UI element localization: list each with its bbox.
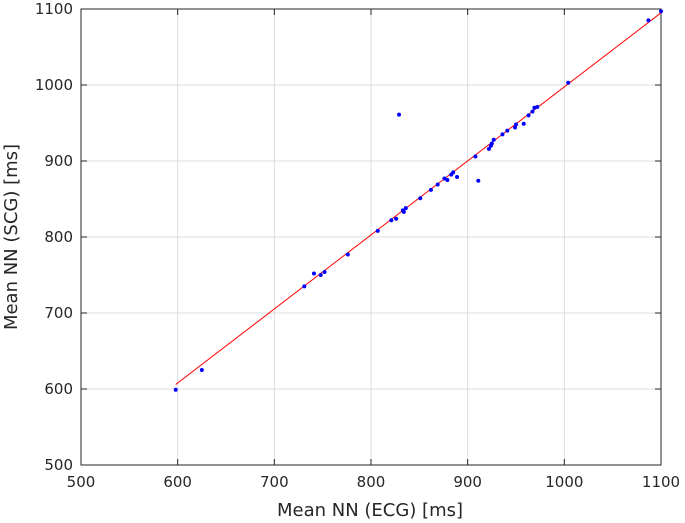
data-point (486, 146, 491, 151)
data-point (435, 182, 440, 187)
data-point (311, 271, 316, 276)
data-point (302, 284, 307, 289)
y-axis-title: Mean NN (SCG) [ms] (1, 144, 22, 330)
data-point (401, 209, 406, 214)
data-point (521, 121, 526, 126)
data-point (389, 218, 394, 223)
data-point (646, 18, 651, 23)
data-point (345, 252, 350, 257)
scatter-points (173, 9, 663, 392)
x-tick-label: 500 (67, 473, 96, 491)
x-tick-label: 900 (453, 473, 482, 491)
y-tick-label: 900 (44, 152, 73, 170)
y-tick-label: 800 (44, 228, 73, 246)
data-point (451, 170, 456, 175)
data-point (318, 273, 323, 277)
data-point (394, 216, 399, 221)
y-tick-label: 600 (44, 380, 73, 398)
data-point (513, 125, 518, 130)
data-point (428, 187, 433, 192)
y-tick-label: 1100 (35, 0, 73, 18)
data-point (445, 178, 450, 182)
data-point (322, 269, 327, 274)
x-tick-labels: 500 600 700 800 900 1000 1100 (67, 473, 680, 491)
y-tick-label: 500 (44, 456, 73, 474)
data-point (403, 206, 408, 211)
data-point (173, 387, 178, 392)
data-point (489, 141, 494, 146)
x-tick-label: 700 (260, 473, 289, 491)
data-point (397, 112, 402, 117)
data-point (566, 80, 571, 85)
x-tick-label: 1000 (545, 473, 583, 491)
data-point (505, 128, 510, 133)
y-tick-label: 1000 (35, 76, 73, 94)
y-tick-labels: 500 600 700 800 900 1000 1100 (35, 0, 73, 474)
data-point (455, 174, 460, 179)
grid-lines (80, 8, 662, 466)
data-point (473, 154, 478, 159)
data-point (375, 228, 380, 233)
data-point (659, 9, 663, 14)
x-tick-label: 800 (357, 473, 386, 491)
data-point (491, 137, 496, 142)
y-tick-label: 700 (44, 304, 73, 322)
data-point (418, 196, 423, 201)
data-point (535, 105, 540, 110)
data-point (526, 113, 531, 118)
x-tick-label: 1100 (642, 473, 680, 491)
data-point (514, 122, 518, 127)
data-point (476, 178, 481, 183)
data-point (500, 132, 505, 137)
x-axis-title: Mean NN (ECG) [ms] (277, 500, 463, 521)
data-point (199, 368, 204, 372)
data-point (530, 109, 535, 114)
x-tick-label: 600 (163, 473, 192, 491)
